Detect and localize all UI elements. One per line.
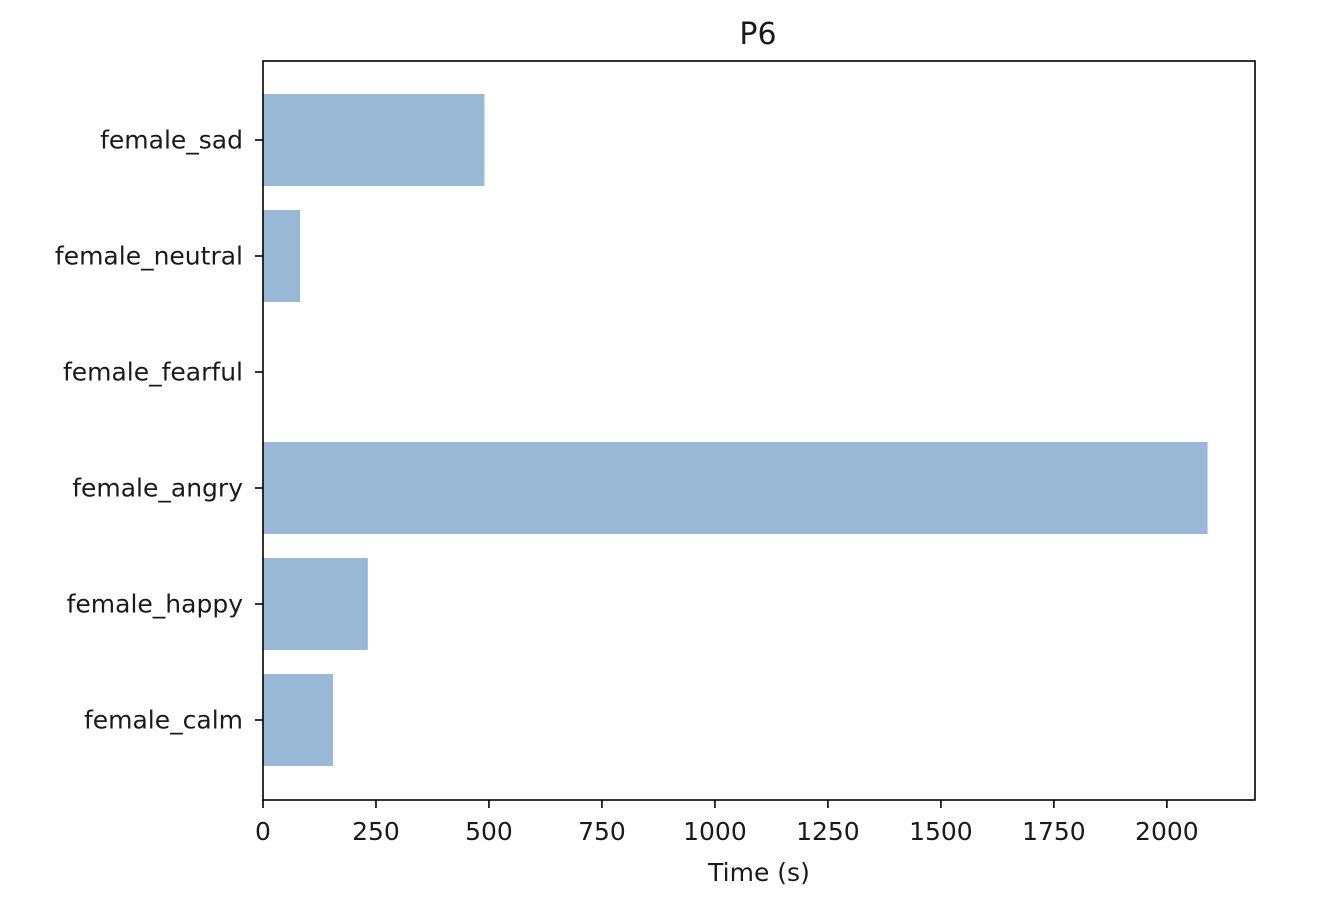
bar-female-happy <box>263 558 368 650</box>
y-tick-label-female-angry: female_angry <box>72 474 243 503</box>
bars-layer <box>263 94 1208 766</box>
x-tick-label-1250: 1250 <box>796 817 860 846</box>
x-axis: 0 250 500 750 1000 1250 1500 1750 2000 <box>255 800 1199 846</box>
x-tick-label-2000: 2000 <box>1135 817 1199 846</box>
x-tick-label-1500: 1500 <box>909 817 973 846</box>
x-tick-label-0: 0 <box>255 817 271 846</box>
x-tick-label-500: 500 <box>465 817 513 846</box>
x-tick-label-250: 250 <box>352 817 400 846</box>
y-tick-label-female-sad: female_sad <box>100 126 243 155</box>
plot-frame <box>262 60 1256 801</box>
y-axis: female_calm female_happy female_angry femal… <box>55 126 263 735</box>
y-tick-label-female-happy: female_happy <box>67 590 244 619</box>
bar-female-angry <box>263 442 1208 534</box>
bar-female-calm <box>263 674 334 766</box>
x-axis-title: Time (s) <box>707 858 810 887</box>
chart-title: P6 <box>739 17 776 52</box>
bar-female-sad <box>263 94 485 186</box>
y-tick-label-female-calm: female_calm <box>84 706 243 735</box>
x-tick-label-1000: 1000 <box>683 817 747 846</box>
x-tick-label-750: 750 <box>578 817 626 846</box>
x-tick-label-1750: 1750 <box>1022 817 1086 846</box>
y-tick-label-female-fearful: female_fearful <box>63 358 243 387</box>
y-tick-label-female-neutral: female_neutral <box>55 242 243 271</box>
bar-female-neutral <box>263 210 301 302</box>
